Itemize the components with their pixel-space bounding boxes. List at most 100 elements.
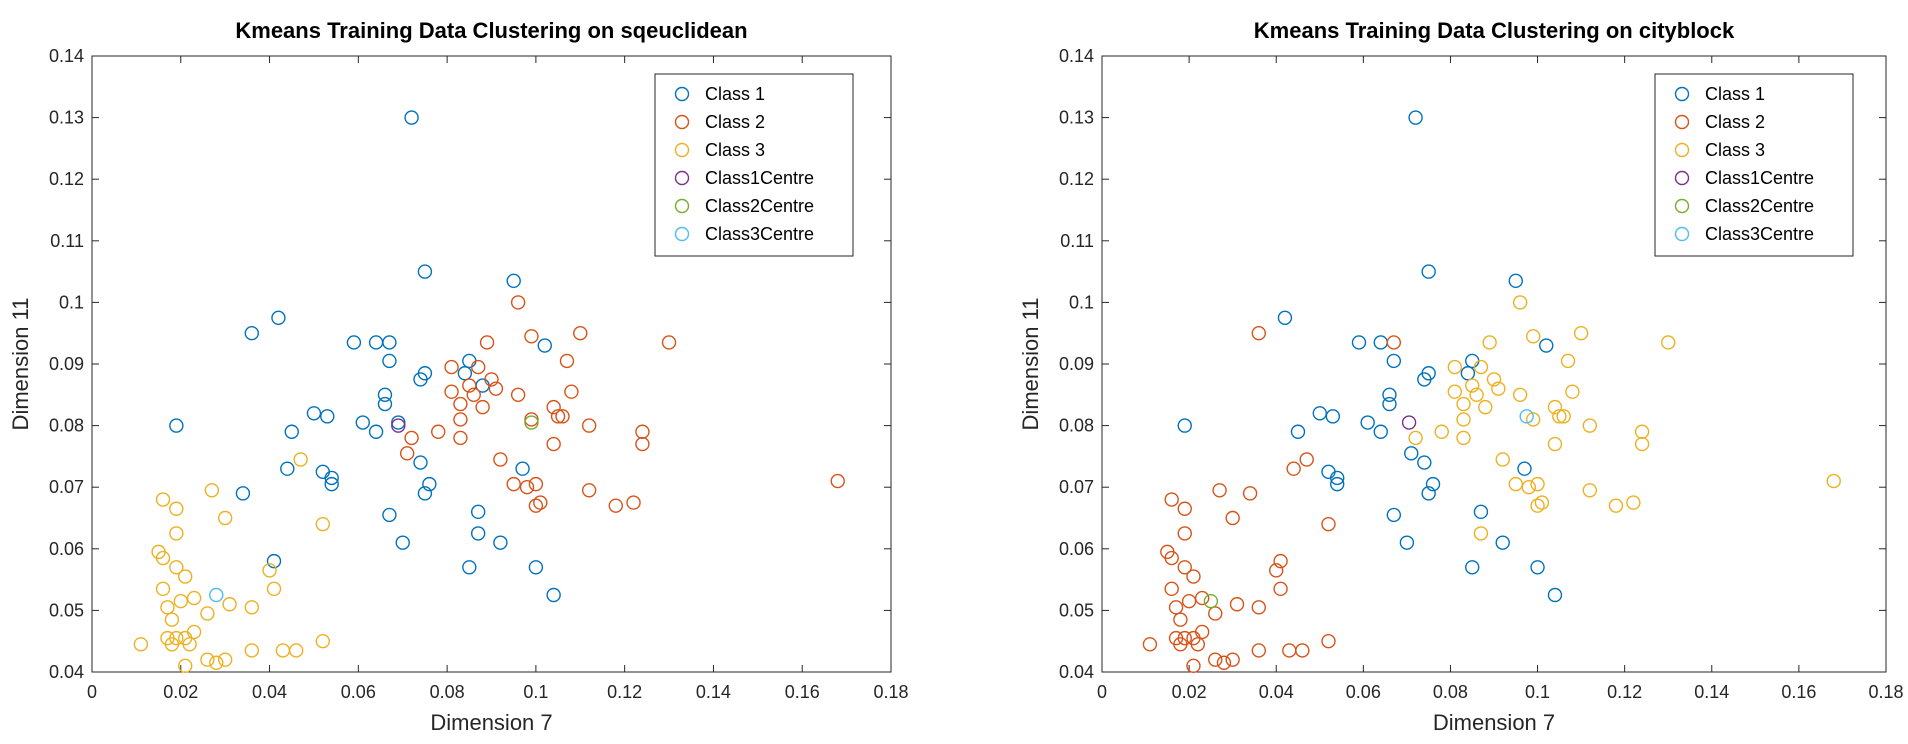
data-point xyxy=(1482,335,1497,350)
series-class-2 xyxy=(1142,326,1402,674)
legend-label: Class 1 xyxy=(1705,84,1765,104)
data-point xyxy=(1456,396,1471,412)
data-point xyxy=(1351,335,1367,350)
data-point xyxy=(1216,655,1232,670)
x-tick-label: 0.02 xyxy=(1172,682,1207,702)
data-point xyxy=(324,476,339,492)
x-tick-label: 0.18 xyxy=(873,682,908,702)
data-point xyxy=(222,597,237,612)
data-point xyxy=(626,495,641,510)
data-point xyxy=(1299,452,1314,467)
data-point xyxy=(1582,418,1598,433)
data-point xyxy=(284,424,299,439)
data-point xyxy=(1508,476,1523,492)
data-point xyxy=(1456,430,1471,446)
chart-title: Kmeans Training Data Clustering on sqeuc… xyxy=(235,18,747,43)
data-point xyxy=(404,110,419,125)
data-point xyxy=(1519,409,1534,424)
data-point xyxy=(470,359,486,375)
data-point xyxy=(1417,372,1432,387)
series-class3centre xyxy=(1519,409,1534,424)
data-point xyxy=(395,535,410,550)
data-point xyxy=(1408,430,1423,446)
data-point xyxy=(209,655,224,670)
x-tick-label: 0.16 xyxy=(785,682,820,702)
data-point xyxy=(1560,353,1576,369)
data-point xyxy=(169,418,184,433)
data-point xyxy=(217,652,233,667)
data-point xyxy=(1312,406,1327,421)
data-point xyxy=(244,600,260,615)
series-class2centre xyxy=(1203,593,1219,609)
legend-marker xyxy=(1674,86,1690,102)
chart-title: Kmeans Training Data Clustering on cityb… xyxy=(1254,18,1735,43)
data-point xyxy=(244,643,260,658)
x-tick-label: 0.04 xyxy=(1259,682,1294,702)
data-point xyxy=(457,366,473,381)
data-point xyxy=(266,553,282,569)
series-class1centre xyxy=(391,418,406,433)
data-point xyxy=(462,378,477,393)
data-point xyxy=(537,338,552,353)
data-point xyxy=(1177,526,1192,541)
data-point xyxy=(1251,326,1267,341)
data-point xyxy=(1434,424,1449,439)
data-point xyxy=(1164,550,1179,566)
legend-label: Class 3 xyxy=(705,140,765,160)
data-point xyxy=(515,461,530,476)
data-point xyxy=(422,476,437,492)
data-point xyxy=(444,384,459,399)
data-point xyxy=(1321,634,1336,649)
data-point xyxy=(528,476,544,492)
data-point xyxy=(1382,387,1397,402)
legend-marker xyxy=(674,226,690,242)
data-point xyxy=(1186,658,1201,674)
data-point xyxy=(1517,461,1532,476)
x-tick-label: 0.06 xyxy=(1346,682,1381,702)
data-point xyxy=(169,560,184,575)
y-tick-label: 0.06 xyxy=(1059,539,1094,559)
x-tick-label: 0.08 xyxy=(1433,682,1468,702)
data-point xyxy=(1251,600,1267,615)
data-point xyxy=(1181,593,1197,609)
data-point xyxy=(1177,560,1192,575)
data-point xyxy=(528,498,544,513)
x-tick-label: 0.06 xyxy=(341,682,376,702)
legend-marker xyxy=(1674,142,1690,158)
data-point xyxy=(533,495,548,510)
legend-label: Class 2 xyxy=(1705,112,1765,132)
legend-marker xyxy=(674,170,690,186)
data-point xyxy=(510,295,526,310)
data-point xyxy=(1208,652,1223,667)
data-point xyxy=(1465,378,1480,393)
data-point xyxy=(1425,476,1441,492)
data-point xyxy=(155,492,171,507)
x-axis-label: Dimension 7 xyxy=(1433,710,1555,735)
data-point xyxy=(506,273,521,289)
data-point xyxy=(506,476,521,492)
data-point xyxy=(244,326,260,341)
data-point xyxy=(1473,504,1489,520)
legend-label: Class3Centre xyxy=(705,224,814,244)
data-point xyxy=(1495,535,1510,550)
legend-label: Class 3 xyxy=(1705,140,1765,160)
data-point xyxy=(1608,498,1624,513)
y-axis-label: Dimension 11 xyxy=(8,298,33,431)
data-point xyxy=(1404,446,1419,461)
chart-sqeuclidean: 0 0.02 0.04 0.06 0.08 0.1 0.12 0.14 0.16 0.18 0.04… xyxy=(8,18,909,735)
data-point xyxy=(1295,643,1310,658)
data-point xyxy=(1177,418,1192,433)
y-tick-label: 0.08 xyxy=(1059,416,1094,436)
data-point xyxy=(546,436,561,452)
data-point xyxy=(1473,359,1489,375)
data-point xyxy=(173,593,188,609)
data-point xyxy=(217,510,233,526)
data-point xyxy=(1386,335,1402,350)
legend-label: Class2Centre xyxy=(705,196,814,216)
data-point xyxy=(200,652,215,667)
data-point xyxy=(519,480,535,495)
data-point xyxy=(635,436,650,452)
data-point xyxy=(271,310,286,325)
data-point xyxy=(470,526,486,541)
